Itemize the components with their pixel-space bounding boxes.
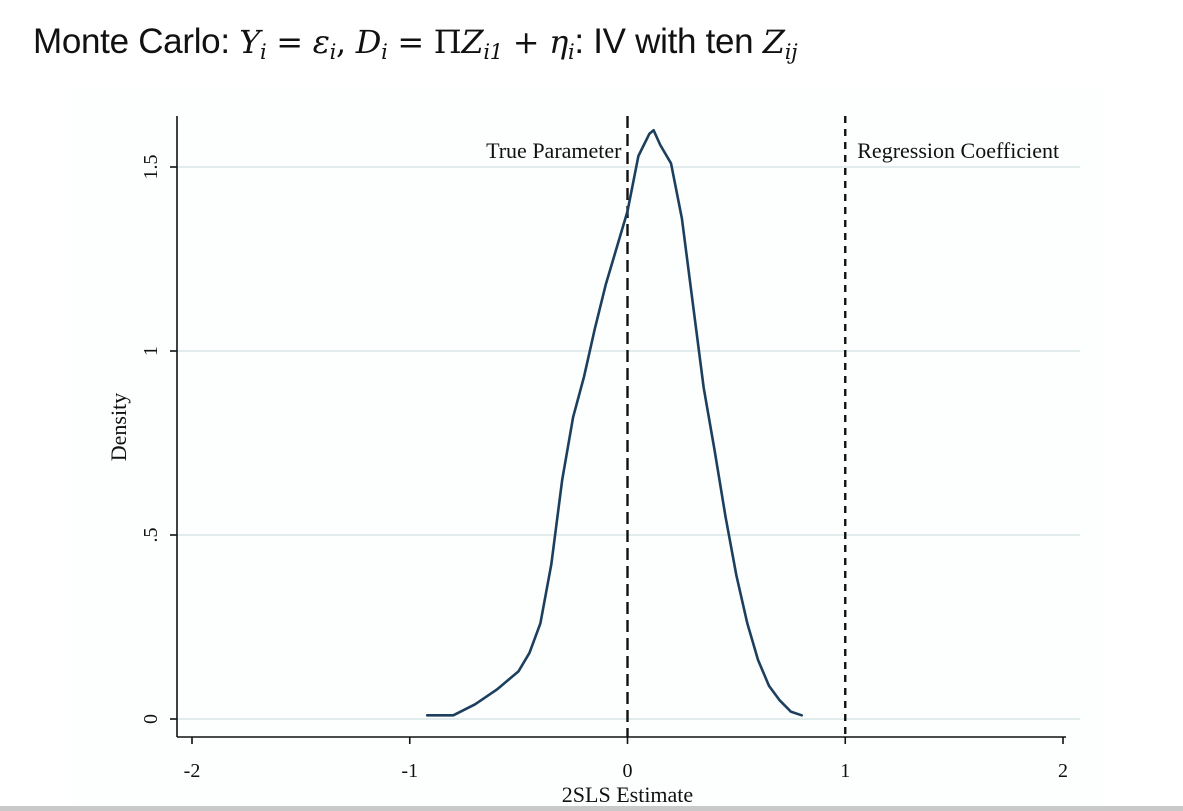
title-prefix: Monte Carlo: bbox=[33, 22, 240, 61]
reference-label-0: True Parameter bbox=[486, 138, 622, 163]
x-tick-label-3: 1 bbox=[840, 760, 850, 782]
y-tick-label-3: 1.5 bbox=[140, 155, 162, 180]
title-eq-2: = bbox=[387, 23, 434, 61]
density-curve-layer bbox=[425, 128, 803, 717]
title-sub-6: ij bbox=[784, 40, 798, 64]
x-axis-title: 2SLS Estimate bbox=[562, 782, 693, 807]
chart-panel bbox=[72, 88, 1105, 811]
reference-label-1: Regression Coefficient bbox=[857, 138, 1059, 163]
x-tick-label-0: -2 bbox=[184, 760, 201, 782]
reference-lines: True Parameter Regression Coefficient bbox=[486, 116, 1059, 737]
title-math-end: Zij bbox=[762, 23, 798, 64]
title-sub-1: i bbox=[260, 40, 267, 64]
title-sub-5: i bbox=[567, 40, 575, 64]
slide-title: Monte Carlo: Yi = εi, Di = ΠZi1 + ηi: IV… bbox=[33, 22, 798, 74]
title-plus: + bbox=[502, 23, 550, 61]
title-sub-3: i bbox=[381, 40, 388, 64]
density-curve-0 bbox=[425, 128, 803, 717]
title-sym-pi: Π bbox=[433, 23, 462, 61]
title-math: Yi = εi, Di = ΠZi1 + ηi bbox=[239, 23, 575, 64]
title-sym-z1: Z bbox=[461, 23, 484, 61]
title-eq-1: = bbox=[266, 23, 313, 61]
y-tick-label-1: .5 bbox=[140, 528, 162, 543]
title-sub-4: i1 bbox=[483, 40, 503, 64]
title-sym-y: Y bbox=[239, 23, 261, 61]
title-sep: , bbox=[336, 23, 356, 61]
bottom-rule bbox=[0, 806, 1183, 811]
y-tick-label-0: 0 bbox=[140, 714, 162, 724]
title-sub-2: i bbox=[329, 40, 337, 64]
x-tick-label-1: -1 bbox=[401, 760, 418, 782]
x-tick-label-4: 2 bbox=[1058, 760, 1068, 782]
title-middle: : IV with ten bbox=[574, 22, 763, 61]
axes: 0 .5 1 1.5 -2 -1 0 1 2 bbox=[140, 116, 1068, 782]
title-sym-eta: η bbox=[549, 23, 568, 61]
y-axis-title: Density bbox=[106, 393, 131, 461]
title-sym-z2: Z bbox=[762, 23, 785, 61]
x-tick-label-2: 0 bbox=[623, 760, 633, 782]
title-sym-d: D bbox=[355, 23, 382, 61]
title-sym-eps: ε bbox=[312, 23, 330, 61]
y-tick-label-2: 1 bbox=[140, 346, 162, 356]
